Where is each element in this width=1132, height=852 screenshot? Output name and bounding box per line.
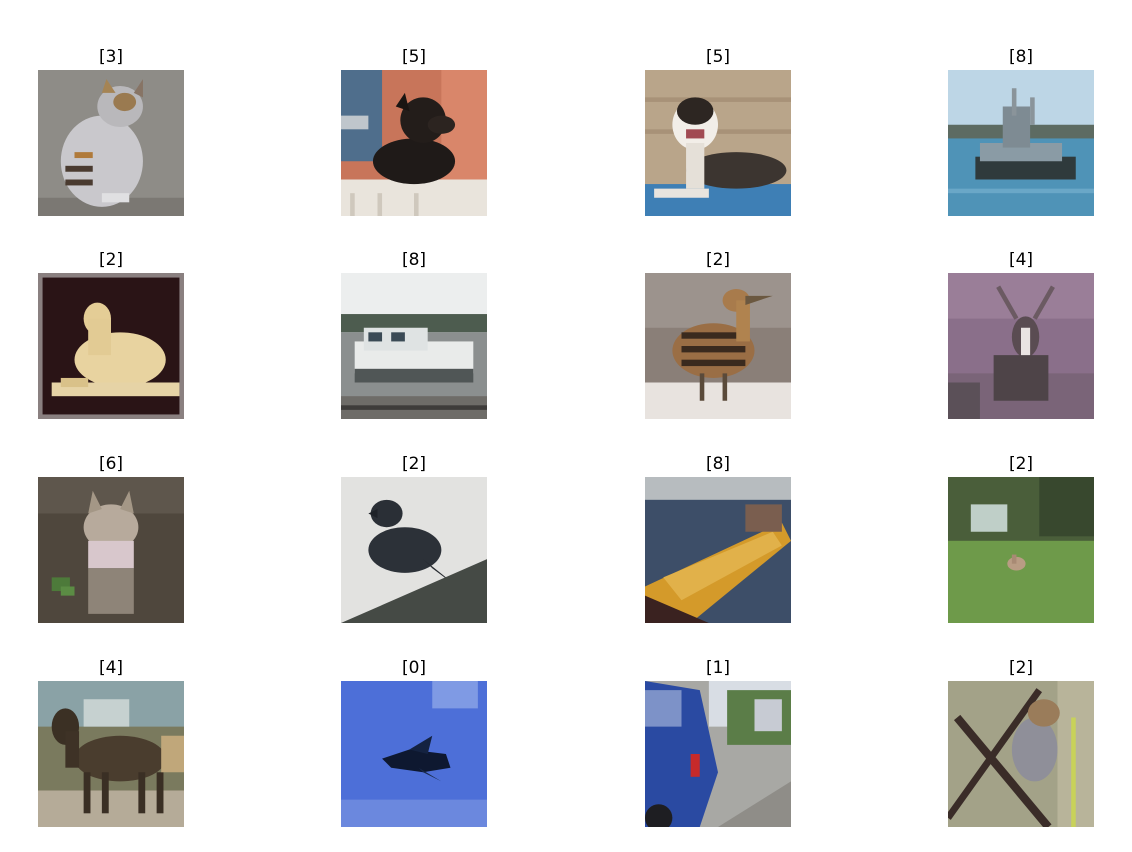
image-label: [5] [705, 47, 731, 67]
frog-image [38, 477, 184, 623]
deer-image [948, 273, 1094, 419]
image-label: [2] [1008, 658, 1034, 678]
deer-running-image [38, 681, 184, 827]
image-label: [4] [1008, 250, 1034, 270]
image-label: [0] [401, 658, 427, 678]
dog-lying-image [645, 70, 791, 216]
bird-in-field-image [948, 477, 1094, 623]
image-label: [3] [98, 47, 124, 67]
ship-image [645, 477, 791, 623]
image-label: [8] [401, 250, 427, 270]
airplane-image [341, 681, 487, 827]
image-label: [1] [705, 658, 731, 678]
cat-image [38, 70, 184, 216]
image-label: [5] [401, 47, 427, 67]
black-dog-image [341, 70, 487, 216]
image-label: [2] [705, 250, 731, 270]
image-label: [2] [98, 250, 124, 270]
image-label: [4] [98, 658, 124, 678]
image-label: [8] [705, 454, 731, 474]
striped-bird-image [645, 273, 791, 419]
bird-on-branch-image [948, 681, 1094, 827]
bird-figurine-image [38, 273, 184, 419]
crow-image [341, 477, 487, 623]
car-image [645, 681, 791, 827]
image-label: [8] [1008, 47, 1034, 67]
image-label: [2] [1008, 454, 1034, 474]
image-label: [6] [98, 454, 124, 474]
image-label: [2] [401, 454, 427, 474]
motorboat-image [341, 273, 487, 419]
ferry-ship-image [948, 70, 1094, 216]
